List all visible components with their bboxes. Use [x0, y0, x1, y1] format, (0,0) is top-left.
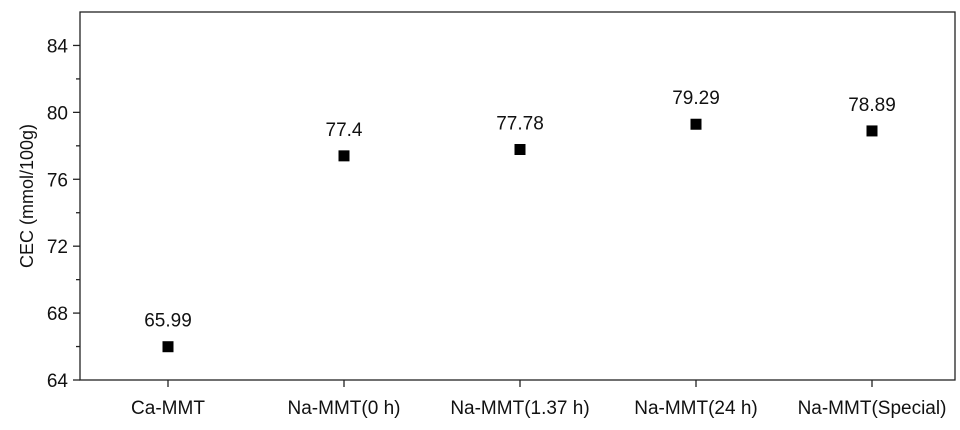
y-axis: 64 68 72 76 80 84 — [47, 36, 80, 392]
y-tick-label: 84 — [47, 36, 69, 57]
y-tick-label: 64 — [47, 371, 69, 392]
x-tick-label: Na-MMT(24 h) — [634, 398, 758, 419]
x-tick-label: Na-MMT(0 h) — [288, 398, 401, 419]
data-label: 77.78 — [496, 113, 544, 134]
data-point — [866, 125, 878, 137]
x-axis: Ca-MMT Na-MMT(0 h) Na-MMT(1.37 h) Na-MMT(24… — [131, 380, 946, 419]
data-point — [162, 341, 174, 353]
y-tick-label: 68 — [47, 304, 68, 325]
data-label: 65.99 — [144, 311, 192, 332]
data-point — [690, 118, 702, 130]
y-tick-label: 72 — [47, 237, 68, 258]
data-point — [514, 143, 526, 155]
data-label: 77.4 — [326, 120, 363, 141]
data-label: 79.29 — [672, 88, 720, 109]
y-tick-label: 76 — [47, 170, 68, 191]
data-point — [338, 150, 350, 162]
plot-frame — [79, 11, 956, 381]
y-tick-label: 80 — [47, 103, 68, 124]
x-tick-label: Ca-MMT — [131, 398, 205, 419]
x-tick-label: Na-MMT(Special) — [798, 398, 947, 419]
data-points: 65.99 77.4 77.78 79.29 78.89 — [144, 88, 896, 353]
data-label: 78.89 — [848, 95, 896, 116]
y-axis-title: CEC (mmol/100g) — [17, 124, 37, 268]
x-tick-label: Na-MMT(1.37 h) — [450, 398, 589, 419]
